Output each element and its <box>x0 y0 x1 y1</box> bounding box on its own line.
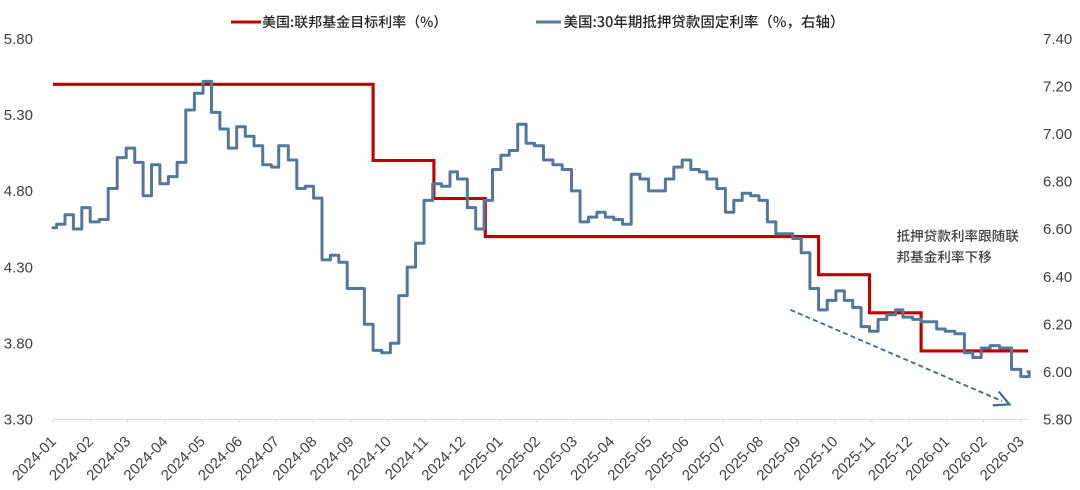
svg-text:7.00: 7.00 <box>1043 126 1072 143</box>
svg-text:6.80: 6.80 <box>1043 174 1072 191</box>
svg-text:3.80: 3.80 <box>4 335 33 352</box>
svg-text:3.30: 3.30 <box>4 412 33 429</box>
svg-text:6.00: 6.00 <box>1043 364 1072 381</box>
svg-text:6.20: 6.20 <box>1043 316 1072 333</box>
svg-text:4.80: 4.80 <box>4 183 33 200</box>
svg-text:6.60: 6.60 <box>1043 221 1072 238</box>
svg-text:6.40: 6.40 <box>1043 269 1072 286</box>
svg-text:5.80: 5.80 <box>4 31 33 48</box>
svg-text:5.30: 5.30 <box>4 107 33 124</box>
svg-text:5.80: 5.80 <box>1043 412 1072 429</box>
svg-text:4.30: 4.30 <box>4 259 33 276</box>
svg-text:7.20: 7.20 <box>1043 78 1072 95</box>
svg-text:7.40: 7.40 <box>1043 31 1072 48</box>
